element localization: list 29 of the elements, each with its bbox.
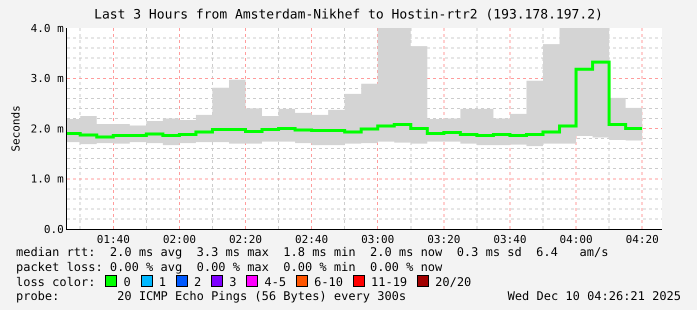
text: 20/20: [435, 275, 472, 289]
y-tick-label: 4.0 m: [30, 22, 64, 35]
text: 1: [158, 275, 166, 289]
text: packet loss: 0.00 % avg 0.00 % max 0.00 % min 0.00 % now: [16, 260, 442, 274]
text: probe: 20 ICMP Echo Pings (56 Bytes) every 300s: [16, 289, 406, 303]
text: median rtt: 2.0 ms avg 3.3 ms max 1.8 ms min 2.0 ms now 0.3 ms sd 6.4 am/s: [16, 245, 608, 259]
x-tick-label: 03:00: [361, 233, 394, 246]
text: 4-5: [264, 275, 286, 289]
text: loss color:: [16, 275, 96, 289]
x-tick-label: 01:40: [96, 233, 130, 246]
text: 6-10: [314, 275, 344, 289]
text: 2: [194, 275, 202, 289]
y-tick-label: 1.0 m: [30, 172, 64, 186]
y-axis-title: Seconds: [9, 105, 22, 152]
x-tick-label: 03:40: [493, 233, 527, 246]
text: 0: [123, 275, 131, 289]
y-tick-label: 3.0 m: [30, 72, 64, 86]
x-tick-label: 03:20: [427, 233, 460, 246]
text: 11-19: [371, 275, 408, 289]
y-tick-label: 0.0: [44, 222, 64, 236]
x-tick-label: 04:20: [626, 233, 659, 246]
x-tick-label: 02:40: [295, 233, 328, 246]
y-tick-label: 2.0 m: [30, 122, 64, 136]
x-tick-label: 02:20: [228, 233, 262, 246]
x-tick-label: 04:00: [559, 233, 593, 246]
text: 3: [229, 275, 236, 289]
chart-title: Last 3 Hours from Amsterdam-Nikhef to Hostin-rtr2 (193.178.197.2): [94, 7, 603, 22]
text: Wed Dec 10 04:26:21 2025: [508, 289, 681, 303]
x-tick-label: 02:00: [162, 233, 196, 246]
